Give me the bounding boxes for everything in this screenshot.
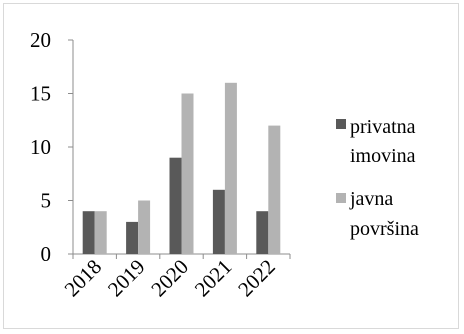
legend-swatch-javna-povrsina bbox=[336, 193, 346, 203]
bar-javna-povrsina-2022 bbox=[268, 125, 281, 254]
legend-label-javna-povrsina-line2: površina bbox=[350, 218, 419, 240]
legend-label-privatna-imovina-line1: privatna bbox=[350, 116, 416, 138]
y-tick-label: 20 bbox=[30, 28, 51, 52]
bar-javna-povrsina-2021 bbox=[224, 82, 237, 254]
bar-javna-povrsina-2020 bbox=[181, 93, 194, 254]
legend-swatch-privatna-imovina bbox=[336, 119, 346, 129]
y-tick-label: 10 bbox=[30, 135, 51, 159]
x-tick-label: 2021 bbox=[190, 255, 237, 302]
bar-javna-povrsina-2018 bbox=[94, 211, 107, 254]
bar-privatna-imovina-2018 bbox=[82, 211, 95, 254]
bar-privatna-imovina-2019 bbox=[126, 221, 139, 254]
bar-privatna-imovina-2022 bbox=[256, 211, 269, 254]
bar-privatna-imovina-2020 bbox=[169, 157, 182, 254]
bar-javna-povrsina-2019 bbox=[138, 200, 151, 254]
bars bbox=[82, 82, 281, 254]
y-tick-label: 5 bbox=[41, 189, 52, 213]
bar-privatna-imovina-2021 bbox=[212, 189, 225, 254]
x-tick-label: 2018 bbox=[60, 255, 107, 302]
y-axis: 0 5 10 15 20 bbox=[30, 28, 74, 266]
y-tick-label: 0 bbox=[41, 242, 52, 266]
x-tick-label: 2020 bbox=[146, 255, 193, 302]
x-tick-label: 2022 bbox=[233, 255, 280, 302]
y-tick-label: 15 bbox=[30, 82, 51, 106]
legend: privatna imovina javna površina bbox=[336, 116, 419, 240]
x-tick-label: 2019 bbox=[103, 255, 150, 302]
legend-label-privatna-imovina-line2: imovina bbox=[350, 145, 416, 167]
legend-label-javna-povrsina-line1: javna bbox=[349, 188, 393, 210]
